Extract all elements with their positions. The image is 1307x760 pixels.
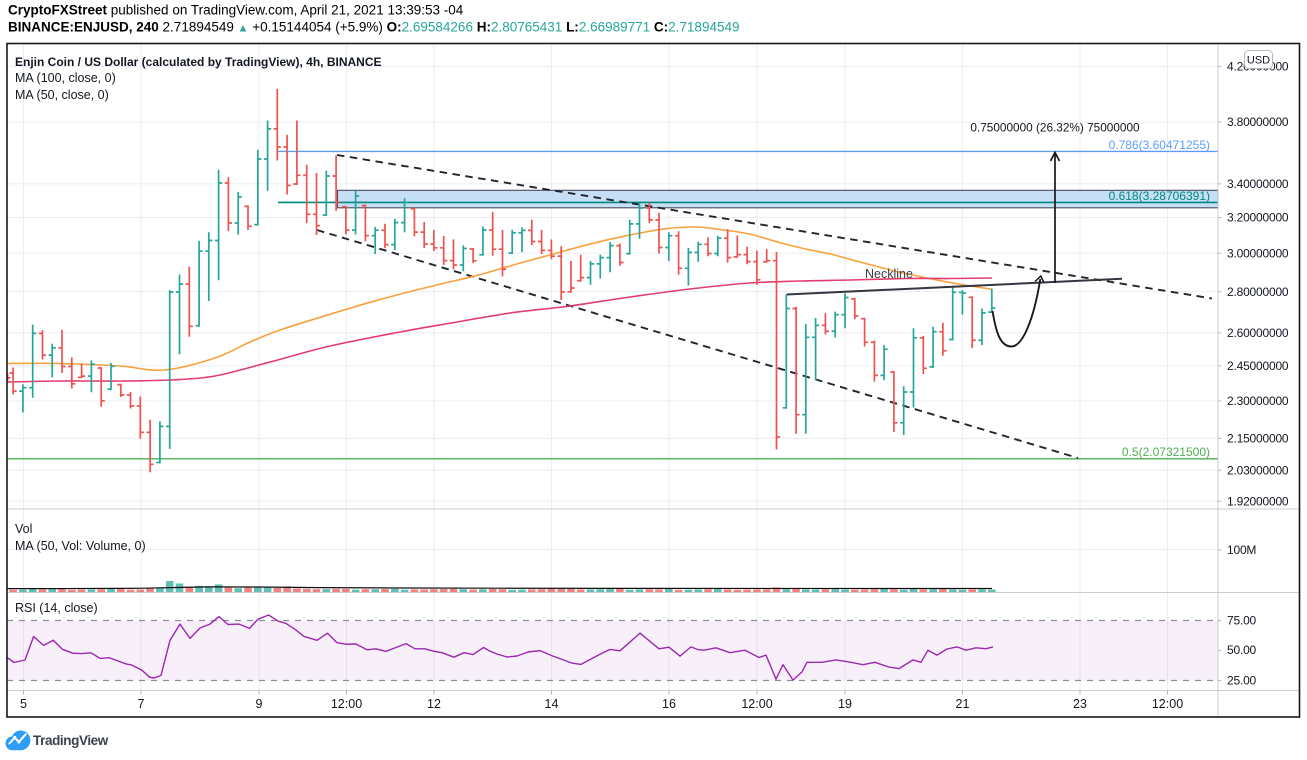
svg-text:RSI (14, close): RSI (14, close) xyxy=(15,601,98,615)
svg-text:Vol: Vol xyxy=(15,522,32,536)
svg-text:3.00000000: 3.00000000 xyxy=(1227,247,1289,261)
svg-text:2.80000000: 2.80000000 xyxy=(1227,285,1289,299)
svg-text:9: 9 xyxy=(256,697,263,711)
svg-text:Neckline: Neckline xyxy=(865,267,913,281)
svg-text:50.00: 50.00 xyxy=(1227,643,1257,657)
svg-text:MA (50, close, 0): MA (50, close, 0) xyxy=(15,88,109,102)
svg-text:3.40000000: 3.40000000 xyxy=(1227,177,1289,191)
svg-text:0.618(3.28706391): 0.618(3.28706391) xyxy=(1109,189,1210,203)
svg-text:23: 23 xyxy=(1073,697,1087,711)
svg-text:100M: 100M xyxy=(1227,543,1256,557)
svg-text:12:00: 12:00 xyxy=(1152,697,1183,711)
svg-text:75.00: 75.00 xyxy=(1227,614,1257,628)
svg-text:12:00: 12:00 xyxy=(331,697,362,711)
svg-text:1.92000000: 1.92000000 xyxy=(1227,495,1289,509)
svg-text:USD: USD xyxy=(1247,55,1270,67)
svg-text:12:00: 12:00 xyxy=(741,697,772,711)
svg-text:14: 14 xyxy=(545,697,559,711)
svg-text:7: 7 xyxy=(138,697,145,711)
svg-text:25.00: 25.00 xyxy=(1227,674,1257,688)
svg-text:0.786(3.60471255): 0.786(3.60471255) xyxy=(1109,138,1210,152)
svg-text:TradingView: TradingView xyxy=(33,733,109,748)
svg-text:5: 5 xyxy=(20,697,27,711)
svg-text:2.45000000: 2.45000000 xyxy=(1227,359,1289,373)
svg-text:2.30000000: 2.30000000 xyxy=(1227,394,1289,408)
svg-text:12: 12 xyxy=(427,697,441,711)
svg-text:3.20000000: 3.20000000 xyxy=(1227,211,1289,225)
svg-text:2.60000000: 2.60000000 xyxy=(1227,326,1289,340)
svg-text:Enjin Coin / US Dollar (calcul: Enjin Coin / US Dollar (calculated by Tr… xyxy=(15,55,382,69)
svg-text:MA (100, close, 0): MA (100, close, 0) xyxy=(15,71,116,85)
svg-text:0.5(2.07321500): 0.5(2.07321500) xyxy=(1122,445,1210,459)
svg-text:19: 19 xyxy=(838,697,852,711)
svg-text:21: 21 xyxy=(956,697,970,711)
svg-text:16: 16 xyxy=(662,697,676,711)
svg-text:2.03000000: 2.03000000 xyxy=(1227,464,1289,478)
svg-text:BINANCE:ENJUSD, 240 2.7189454: BINANCE:ENJUSD, 240 2.71894549 ▲ +0.1514… xyxy=(8,20,739,35)
svg-text:CryptoFXStreet published on Tr: CryptoFXStreet published on TradingView.… xyxy=(8,3,464,18)
svg-text:0.75000000 (26.32%) 75000000: 0.75000000 (26.32%) 75000000 xyxy=(970,121,1140,135)
svg-text:2.15000000: 2.15000000 xyxy=(1227,432,1289,446)
svg-text:3.80000000: 3.80000000 xyxy=(1227,115,1289,129)
svg-text:MA (50, Vol: Volume, 0): MA (50, Vol: Volume, 0) xyxy=(15,539,146,553)
